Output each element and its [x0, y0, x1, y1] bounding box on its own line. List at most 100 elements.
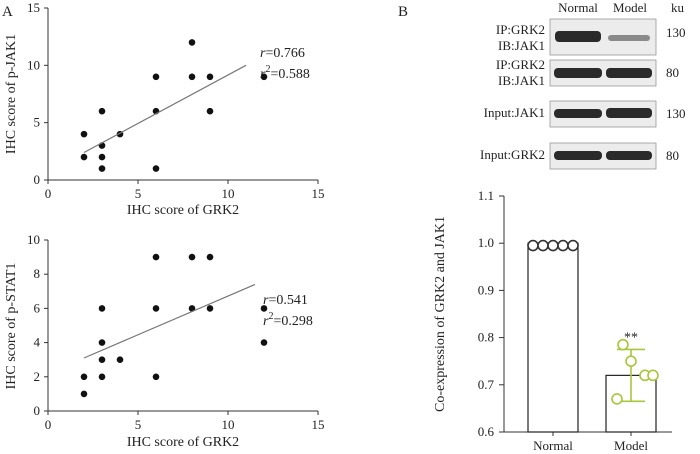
scatter2-x-label: IHC score of GRK2: [127, 435, 239, 450]
blot-unit: ku: [671, 0, 685, 15]
x-tick-label: 0: [45, 186, 52, 201]
bar-data-point: [547, 239, 559, 252]
y-tick-label: 0.6: [478, 424, 495, 439]
data-point: [260, 339, 268, 346]
data-point: [152, 373, 160, 381]
blot-row2-label2: IB:JAK1: [498, 73, 545, 88]
data-point: [80, 130, 88, 138]
data-point: [98, 165, 106, 172]
panel-label-a: A: [2, 4, 13, 20]
x-tick-label: 5: [135, 186, 142, 201]
blot-row3-band-model: [606, 108, 652, 118]
data-point: [188, 253, 196, 261]
x-tick-label: 10: [222, 186, 235, 201]
data-point: [80, 373, 88, 381]
y-tick-label: 6: [34, 300, 41, 315]
bar-data-point: [537, 239, 549, 252]
scatter1-fit-line: [83, 64, 247, 154]
x-tick-label: 5: [135, 417, 142, 432]
blot-row1-label2: IB:JAK1: [498, 38, 545, 53]
scatter1-y-label: IHC score of p-JAK1: [4, 34, 19, 154]
bar-data-point: [527, 239, 539, 252]
blot-row4-band-normal: [554, 151, 602, 160]
data-point: [152, 253, 160, 261]
blot-row2-band-normal: [554, 68, 602, 78]
bar-y-label: Co-expression of GRK2 and JAK1: [433, 216, 448, 412]
scatter-chart-p-stat1: 0 5 10 15 0 2 4 6 8 10 IHC score of GRK2 IHC scor…: [4, 232, 325, 450]
scatter1-r2-value: r2=0.588: [260, 64, 310, 82]
y-tick-label: 10: [27, 57, 40, 72]
data-point: [206, 73, 214, 81]
scatter1-r-value: r=0.766: [260, 46, 305, 61]
scatter2-fit-line: [83, 283, 256, 359]
y-tick-label: 0: [34, 172, 41, 187]
data-point: [98, 107, 106, 115]
x-tick-label: 15: [312, 186, 325, 201]
data-point: [80, 390, 88, 398]
blot-row3-label: Input:JAK1: [484, 105, 545, 120]
blot-row3-size: 130: [666, 106, 686, 121]
y-tick-label: 0.8: [478, 330, 494, 345]
x-tick-label: 0: [45, 417, 52, 432]
y-tick-label: 0.9: [478, 282, 494, 297]
blot-row1-band-normal: [555, 31, 601, 42]
bar-normal: [527, 242, 579, 433]
bar-data-point: [567, 239, 579, 252]
blot-row4-size: 80: [666, 148, 679, 163]
blot-row1-size: 130: [666, 25, 686, 40]
bar-data-point: [647, 369, 659, 382]
data-point: [98, 153, 106, 161]
data-point: [98, 339, 106, 346]
scatter2-y-label: IHC score of p-STAT1: [4, 263, 19, 390]
blot-row2-band-model: [606, 68, 652, 78]
data-point: [260, 73, 268, 81]
blot-row2-label1: IP:GRK2: [496, 57, 545, 72]
blot-row1-band-model: [608, 35, 650, 41]
data-point: [152, 305, 160, 312]
blot-col-normal: Normal: [558, 0, 598, 15]
data-point: [206, 305, 214, 312]
x-tick-label-normal: Normal: [533, 438, 573, 453]
data-point: [188, 305, 196, 312]
bar-data-point: [611, 393, 623, 405]
blot-row2-size: 80: [666, 65, 679, 80]
data-point: [188, 73, 196, 81]
data-point: [206, 253, 214, 261]
bar-data-point: [557, 239, 569, 252]
blot-col-model: Model: [613, 0, 647, 15]
y-tick-label: 15: [27, 0, 40, 15]
x-tick-label: 10: [222, 417, 235, 432]
data-point: [152, 73, 160, 81]
blot-row1-label1: IP:GRK2: [496, 22, 545, 37]
x-tick-label-model: Model: [614, 438, 648, 453]
bar-data-point: [617, 338, 629, 351]
y-tick-label: 1.0: [478, 235, 494, 250]
data-point: [260, 305, 268, 312]
y-tick-label: 5: [34, 115, 41, 130]
panel-label-b: B: [398, 4, 408, 20]
western-blot: Normal Model ku IP:GRK2 IB:JAK1 130 IP:G…: [480, 0, 686, 170]
data-point: [98, 356, 106, 364]
data-point: [188, 39, 196, 46]
y-tick-label: 4: [34, 335, 41, 350]
data-point: [206, 107, 214, 115]
y-tick-label: 10: [27, 232, 40, 247]
scatter1-x-label: IHC score of GRK2: [127, 203, 239, 218]
data-point: [116, 356, 124, 364]
y-tick-label: 2: [34, 369, 41, 384]
scatter1-axes: [47, 8, 318, 181]
data-point: [152, 165, 160, 172]
scatter2-r2-value: r2=0.298: [263, 311, 313, 329]
data-point: [98, 305, 106, 312]
blot-row3-band-normal: [554, 109, 602, 118]
y-tick-label: 0: [34, 403, 41, 418]
y-tick-label: 8: [34, 266, 41, 281]
blot-row4-label: Input:GRK2: [480, 147, 545, 162]
blot-row4-band-model: [606, 151, 652, 160]
y-tick-label: 1.1: [478, 188, 494, 203]
scatter2-r-value: r=0.541: [263, 293, 308, 308]
x-tick-label: 15: [312, 417, 325, 432]
scatter-chart-p-jak1: 0 5 10 15 0 5 10 15 IHC score of GRK2 IHC score…: [4, 0, 325, 218]
